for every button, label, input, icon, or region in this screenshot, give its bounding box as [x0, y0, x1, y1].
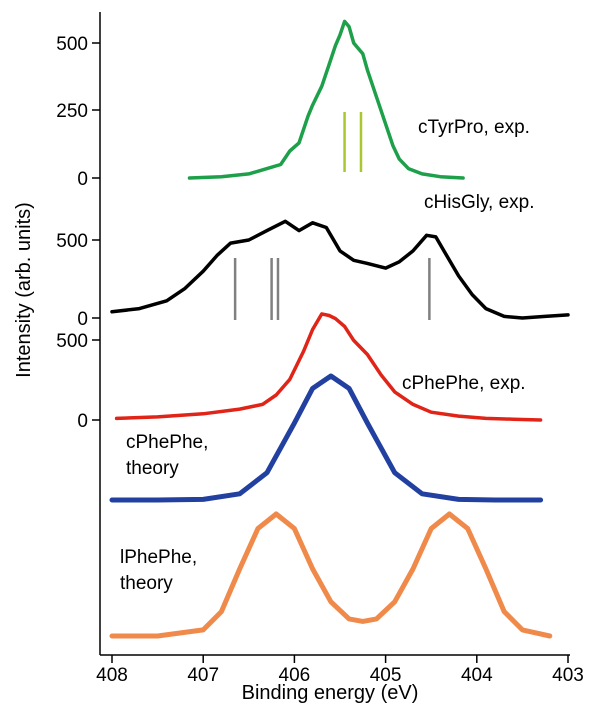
series-layer — [109, 19, 570, 639]
series-line-cphephe-exp — [114, 312, 543, 422]
label-chisgly: cHisGly, exp. — [424, 192, 535, 213]
y-tick-label: 500 — [56, 231, 88, 252]
x-tick-label: 404 — [461, 665, 493, 686]
series-line-ctyrpro — [187, 19, 465, 180]
y-tick-label: 250 — [56, 101, 88, 122]
x-tick-label: 405 — [370, 665, 402, 686]
label-cphephe-exp: cPhePhe, exp. — [402, 373, 526, 394]
x-tick-label: 408 — [96, 665, 128, 686]
label-lphephe-theory-2: theory — [120, 573, 173, 594]
y-tick-label: 0 — [77, 309, 88, 330]
y-tick-label: 0 — [77, 169, 88, 190]
x-tick-label: 403 — [552, 665, 584, 686]
y-tick-label: 500 — [56, 331, 88, 352]
label-cphephe-theory-1: cPhePhe, — [126, 432, 208, 453]
x-tick-label: 407 — [187, 665, 219, 686]
x-tick-label: 406 — [279, 665, 311, 686]
series-line-lphephe-theory — [109, 511, 553, 639]
label-cphephe-theory-2: theory — [126, 458, 179, 479]
label-ctyrpro: cTyrPro, exp. — [418, 117, 530, 138]
x-tick-group: 408 407 406 405 404 403 — [96, 655, 584, 686]
label-lphephe-theory-1: lPhePhe, — [120, 547, 197, 568]
series-line-chisgly — [110, 219, 570, 320]
stick-mark-layer — [233, 112, 431, 320]
y-tick-label: 500 — [56, 34, 88, 55]
y-tick-label: 0 — [77, 411, 88, 432]
x-axis-title: Binding energy (eV) — [242, 682, 419, 703]
y-axis-title: Intensity (arb. units) — [13, 202, 35, 378]
series-line-cphephe-theory — [109, 373, 544, 503]
